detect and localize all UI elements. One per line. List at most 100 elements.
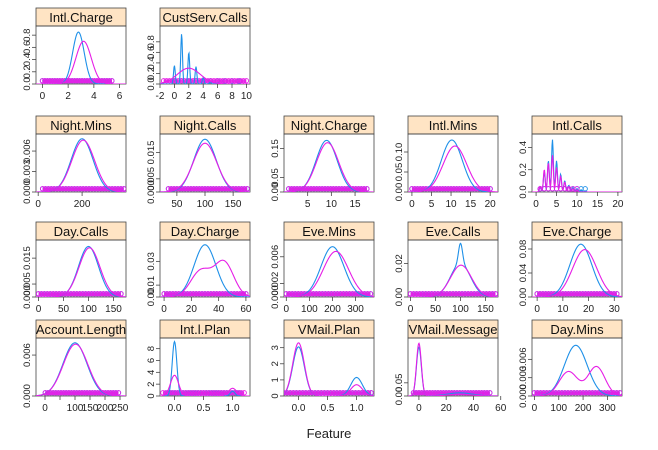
y-tick-label: 0.00 bbox=[394, 288, 405, 307]
panel-day-charge: Day.Charge 0 20 40 60 0.000.01 0.03 bbox=[146, 221, 252, 315]
plot-frame bbox=[407, 337, 499, 397]
x-tick-label: 20 bbox=[441, 403, 453, 414]
x-tick-label: 0 bbox=[533, 199, 539, 210]
y-tick-label: 0.2 bbox=[518, 163, 529, 176]
x-tick-label: 2 bbox=[65, 91, 71, 102]
x-tick-label: 1.0 bbox=[226, 403, 240, 414]
y-tick-label: 0.2 bbox=[22, 65, 33, 78]
plot-frame bbox=[407, 133, 499, 193]
x-tick-label: 150 bbox=[105, 304, 122, 315]
series-2-rug bbox=[161, 291, 249, 297]
y-tick-label: 0.000 bbox=[146, 180, 157, 204]
series-1-density-line bbox=[160, 138, 250, 192]
panel-night-charge: Night.Charge 5 10 15 0.000.05 0.15 bbox=[270, 115, 375, 210]
y-tick-label: 0.8 bbox=[146, 35, 157, 48]
x-tick-label: 10 bbox=[241, 91, 253, 102]
x-tick-label: 2 bbox=[186, 91, 192, 102]
series-2-density-line bbox=[36, 40, 126, 84]
panel-title: Eve.Charge bbox=[543, 224, 612, 239]
x-tick-label: 20 bbox=[612, 199, 624, 210]
x-tick-label: 100 bbox=[197, 199, 214, 210]
series-1-density-line bbox=[284, 346, 374, 396]
x-tick-label: 150 bbox=[225, 199, 242, 210]
series-1-density-line bbox=[160, 244, 250, 297]
x-tick-label: 50 bbox=[58, 304, 70, 315]
plot-frame bbox=[531, 239, 623, 298]
y-tick-label: 0.05 bbox=[394, 374, 405, 393]
panel-eve-calls: Eve.Calls 0 50 100 150 0.00 0.02 bbox=[394, 221, 499, 315]
y-tick-label: 0.05 bbox=[394, 163, 405, 182]
series-2-rug bbox=[534, 291, 620, 297]
y-tick-label: 0.000 bbox=[22, 285, 33, 309]
x-tick-label: 0 bbox=[534, 304, 540, 315]
y-tick-label: 0.02 bbox=[394, 254, 405, 273]
y-tick-label: 0.005 bbox=[146, 167, 157, 191]
panel-title: VMail.Message bbox=[409, 322, 498, 337]
x-tick-label: 0 bbox=[36, 304, 42, 315]
y-tick-label: 0.4 bbox=[22, 53, 33, 66]
panel-title: Day.Charge bbox=[171, 224, 239, 239]
panel-title: Intl.Charge bbox=[49, 10, 113, 25]
x-tick-label: 10 bbox=[445, 199, 457, 210]
y-tick-label: 0.05 bbox=[270, 168, 281, 187]
y-tick-label: 0.005 bbox=[22, 272, 33, 296]
series-2-rug bbox=[42, 390, 122, 396]
x-tick-label: 5 bbox=[554, 199, 560, 210]
x-tick-label: 200 bbox=[97, 403, 114, 414]
x-tick-label: 40 bbox=[213, 304, 225, 315]
y-tick-label: 0.6 bbox=[22, 41, 33, 54]
y-tick-label: 0.0 bbox=[22, 77, 33, 90]
x-tick-label: 100 bbox=[80, 304, 97, 315]
plot-frame bbox=[159, 239, 251, 298]
panel-title: Intl.Mins bbox=[429, 118, 478, 133]
y-tick-label: 4 bbox=[146, 370, 157, 375]
y-tick-label: 0.10 bbox=[394, 143, 405, 162]
y-tick-label: 0.000 bbox=[22, 384, 33, 408]
x-tick-label: 200 bbox=[74, 199, 91, 210]
plot-frame bbox=[35, 133, 127, 193]
series-2-density-line bbox=[532, 155, 622, 192]
series-2-rug bbox=[284, 390, 374, 396]
x-tick-label: 300 bbox=[599, 403, 616, 414]
y-tick-label: 0.01 bbox=[146, 276, 157, 295]
series-2-density-line bbox=[284, 342, 374, 396]
x-tick-label: 0.0 bbox=[292, 403, 306, 414]
x-tick-label: 150 bbox=[477, 304, 494, 315]
x-tick-label: 0.0 bbox=[168, 403, 182, 414]
x-tick-label: 5 bbox=[429, 199, 435, 210]
x-tick-label: 0 bbox=[161, 304, 167, 315]
x-tick-label: 50 bbox=[430, 304, 442, 315]
series-2-density-line bbox=[408, 264, 498, 297]
panel-title: Eve.Calls bbox=[426, 224, 481, 239]
series-2-density-line bbox=[284, 250, 374, 297]
panel-title: Account.Length bbox=[36, 322, 126, 337]
y-tick-label: 8 bbox=[146, 346, 157, 351]
x-tick-label: -2 bbox=[156, 91, 165, 102]
x-tick-label: 200 bbox=[575, 403, 592, 414]
y-tick-label: 0.0 bbox=[146, 77, 157, 90]
x-tick-label: 0 bbox=[40, 91, 46, 102]
panel-title: CustServ.Calls bbox=[162, 10, 248, 25]
x-tick-label: 20 bbox=[186, 304, 198, 315]
y-tick-label: 0.00 bbox=[394, 183, 405, 202]
x-tick-label: 150 bbox=[82, 403, 99, 414]
y-tick-label: 0.003 bbox=[22, 160, 33, 184]
panel-title: Night.Charge bbox=[291, 118, 368, 133]
series-1-density-line bbox=[36, 245, 126, 297]
y-tick-label: 0.000 bbox=[518, 384, 529, 408]
panel-title: Night.Calls bbox=[174, 118, 237, 133]
x-tick-label: 0 bbox=[42, 403, 48, 414]
x-tick-label: 0 bbox=[408, 304, 414, 315]
y-tick-label: 0.00 bbox=[270, 183, 281, 202]
series-1-density-line bbox=[408, 242, 498, 297]
y-tick-label: 1 bbox=[270, 377, 281, 382]
x-tick-label: 60 bbox=[240, 304, 252, 315]
x-tick-label: 4 bbox=[200, 91, 206, 102]
series-2-density-line bbox=[160, 259, 250, 297]
y-tick-label: 0.015 bbox=[146, 141, 157, 165]
